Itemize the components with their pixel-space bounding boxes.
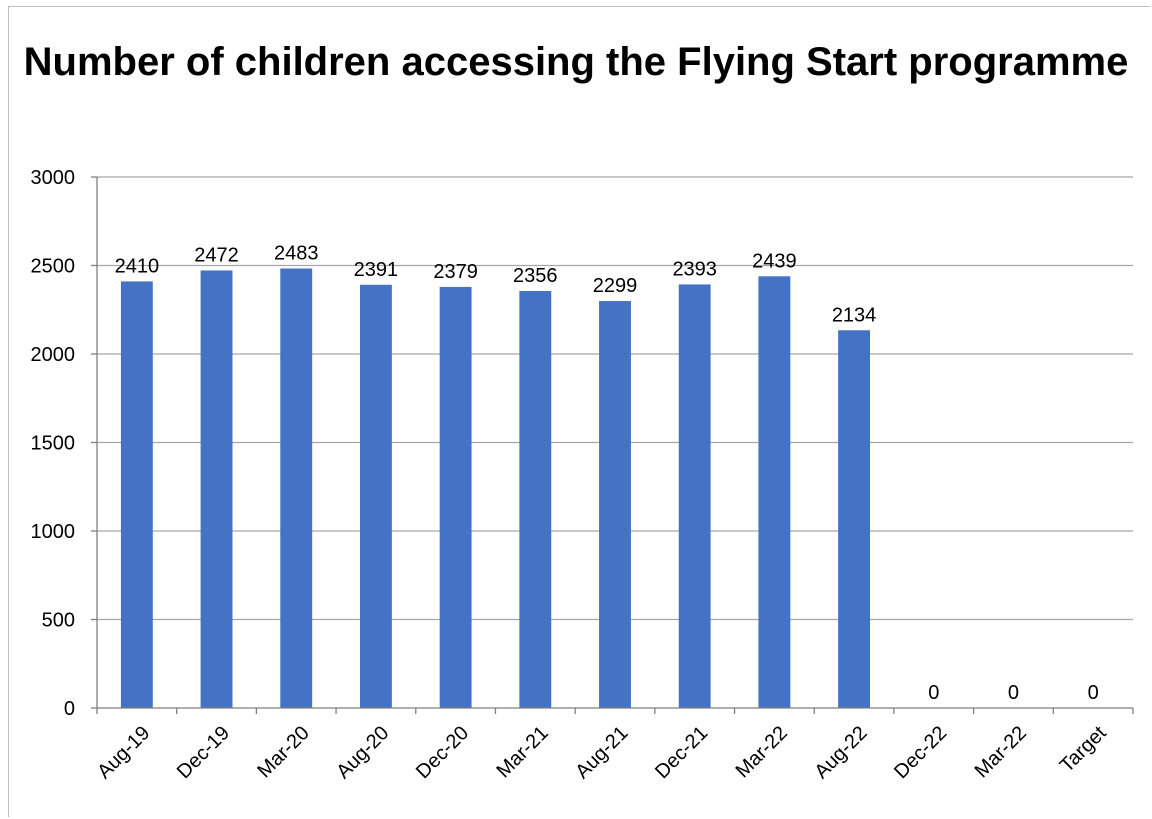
- bar: [120, 281, 153, 708]
- y-tick-label: 2500: [31, 256, 76, 278]
- data-label: 2393: [672, 258, 717, 280]
- y-tick-label: 1500: [31, 433, 76, 455]
- bar: [359, 284, 392, 708]
- bar: [599, 301, 631, 708]
- y-tick-label: 0: [64, 698, 75, 720]
- data-label: 2483: [274, 243, 319, 265]
- data-labels: 2410 2472 2483 2391 2379 2356 2299 2393 2439 2134…: [115, 243, 1099, 704]
- data-label: 2439: [752, 250, 797, 272]
- y-tick-label: 3000: [31, 167, 76, 189]
- y-tick-label: 500: [42, 610, 75, 632]
- data-label: 2391: [354, 259, 399, 281]
- x-tick-label: Aug-21: [571, 722, 632, 783]
- x-tick-label: Dec-21: [651, 722, 712, 783]
- bar: [758, 276, 791, 708]
- bar: [838, 330, 871, 708]
- data-label: 2410: [115, 255, 160, 277]
- x-tick-label: Aug-19: [93, 722, 154, 783]
- bars: [120, 268, 871, 708]
- data-label: 2299: [593, 275, 638, 297]
- chart-title: Number of children accessing the Flying …: [23, 40, 1129, 84]
- x-tick-label: Target: [1056, 722, 1111, 777]
- data-label: 0: [928, 682, 939, 704]
- data-label: 2134: [832, 304, 877, 326]
- x-tick-label: Mar-20: [253, 722, 313, 782]
- x-tick-label: Dec-20: [412, 722, 473, 783]
- y-tick-label: 1000: [31, 521, 76, 543]
- data-label: 0: [1008, 682, 1019, 704]
- data-label: 2379: [433, 261, 478, 283]
- bar: [439, 286, 472, 708]
- bar: [280, 268, 313, 708]
- x-tick-label: Dec-19: [173, 722, 234, 783]
- data-label: 0: [1088, 682, 1099, 704]
- x-tick-label: Mar-22: [971, 722, 1031, 782]
- x-tick-label: Mar-21: [492, 722, 552, 782]
- x-tick-label: Dec-22: [890, 722, 951, 783]
- bar: [200, 270, 233, 708]
- chart-frame: [8, 6, 1150, 817]
- bar: [519, 290, 552, 708]
- x-tick-label: Mar-22: [732, 722, 792, 782]
- y-tick-label: 2000: [31, 344, 76, 366]
- bar: [678, 284, 711, 708]
- x-tick-label: Aug-20: [332, 722, 393, 783]
- data-label: 2356: [513, 265, 558, 287]
- x-tick-label: Aug-22: [810, 722, 871, 783]
- data-label: 2472: [194, 244, 239, 266]
